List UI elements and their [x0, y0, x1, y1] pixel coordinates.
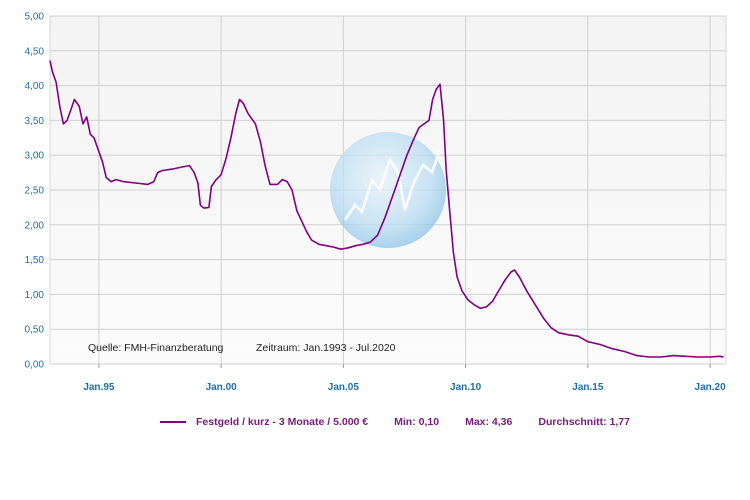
line-chart: 0,00 0,50 1,00 1,50 2,00 2,50 3,00 3,50 4,00 4,50…	[25, 12, 727, 393]
series-line	[49, 60, 724, 358]
x-tick-label: Jan.05	[328, 382, 360, 393]
y-tick-label: 0,50	[25, 325, 45, 336]
legend-average: Durchschnitt: 1,77	[538, 416, 630, 428]
y-tick-label: 5,00	[25, 12, 45, 23]
x-tick-label: Jan.15	[572, 382, 604, 393]
y-tick-label: 4,50	[25, 46, 45, 57]
legend-max: Max: 4,36	[465, 416, 513, 428]
y-axis: 0,00 0,50 1,00 1,50 2,00 2,50 3,00 3,50 4,00 4,50…	[25, 12, 45, 371]
y-tick-label: 3,50	[25, 116, 45, 127]
legend-min: Min: 0,10	[394, 416, 440, 428]
y-tick-label: 0,00	[25, 360, 45, 371]
watermark-logo	[330, 132, 446, 248]
period-note: Zeitraum: Jan.1993 - Jul.2020	[256, 342, 396, 354]
y-tick-label: 1,00	[25, 290, 45, 301]
y-tick-label: 2,00	[25, 220, 45, 231]
y-tick-label: 2,50	[25, 186, 45, 197]
x-tick-label: Jan.10	[450, 382, 482, 393]
y-tick-label: 1,50	[25, 255, 45, 266]
gridlines	[50, 15, 726, 365]
x-tick-label: Jan.20	[695, 382, 727, 393]
x-axis: Jan.95 Jan.00 Jan.05 Jan.10 Jan.15 Jan.20	[83, 364, 726, 393]
y-tick-label: 3,00	[25, 151, 45, 162]
x-tick-label: Jan.95	[83, 382, 115, 393]
source-note: Quelle: FMH-Finanzberatung	[88, 342, 224, 354]
legend-label: Festgeld / kurz - 3 Monate / 5.000 €	[196, 416, 369, 428]
x-tick-label: Jan.00	[206, 382, 238, 393]
legend: Festgeld / kurz - 3 Monate / 5.000 € Min…	[160, 414, 630, 430]
y-tick-label: 4,00	[25, 81, 45, 92]
series-layer	[49, 60, 724, 358]
legend-swatch	[160, 421, 186, 423]
